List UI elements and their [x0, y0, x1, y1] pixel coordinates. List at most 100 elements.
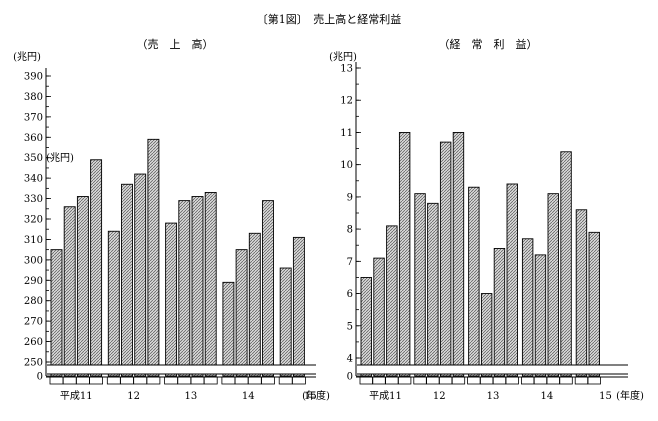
- bar: [121, 183, 133, 377]
- x-year-label: 平成11: [60, 390, 93, 402]
- bar: [588, 231, 600, 377]
- quarter-box: [261, 376, 275, 385]
- x-year-label: 15: [304, 391, 317, 402]
- y-tick-label: 310: [24, 235, 43, 246]
- bar: [235, 249, 248, 377]
- bar: [279, 267, 292, 377]
- y-tick-label: 280: [24, 296, 43, 307]
- y-tick-label: 330: [24, 194, 43, 205]
- y-tick-label: 4: [347, 354, 353, 365]
- bar: [575, 209, 588, 377]
- y-tick-label: 9: [347, 192, 353, 203]
- quarter-box: [62, 376, 77, 385]
- bar: [427, 202, 439, 377]
- bar: [547, 193, 559, 377]
- y-tick-label: 340: [24, 174, 43, 185]
- quarter-box: [133, 376, 148, 385]
- quarter-box: [177, 376, 192, 385]
- quarter-box: [451, 376, 466, 385]
- y-tick-label: 390: [24, 72, 43, 83]
- bar: [398, 131, 411, 377]
- y-tick-label: 370: [24, 112, 43, 123]
- quarter-box: [492, 376, 507, 385]
- y-tick-label: 350: [24, 153, 43, 164]
- bar: [468, 186, 480, 377]
- x-year-label: 12: [433, 391, 446, 402]
- bar: [452, 131, 465, 377]
- quarter-box: [120, 376, 134, 385]
- bar: [178, 200, 191, 377]
- chart-ordinary-profit: （経 常 利 益） (兆円) (年度) 0 4 5 6 7 8 9 10 11 12 13 平成11 1…: [329, 37, 644, 402]
- quarter-box: [247, 376, 262, 385]
- quarter-box: [521, 376, 535, 385]
- quarter-box: [505, 376, 519, 385]
- y-tick-label: 5: [347, 321, 353, 332]
- chart-sales: （売 上 高） (兆円) (兆円) (年度) 0 250 260 270 280 290 3…: [13, 37, 330, 402]
- y-unit-label: (兆円): [329, 51, 357, 63]
- quarter-box: [164, 376, 179, 385]
- x-year-label: 13: [185, 391, 198, 402]
- y-tick-label: 8: [347, 225, 353, 236]
- quarter-box: [438, 376, 453, 385]
- bar: [373, 257, 385, 377]
- quarter-box: [546, 376, 560, 385]
- quarter-box: [479, 376, 494, 385]
- y-tick-label: 10: [340, 160, 353, 171]
- quarter-box: [426, 376, 440, 385]
- quarter-box: [278, 376, 293, 385]
- y-unit-label-inside: (兆円): [46, 152, 74, 164]
- bar: [191, 196, 204, 377]
- x-year-label: 14: [540, 391, 553, 402]
- bar: [204, 191, 217, 377]
- bar: [506, 183, 518, 377]
- bar: [90, 159, 103, 377]
- x-unit-label: (年度): [302, 389, 330, 402]
- bar: [76, 196, 89, 377]
- quarter-box: [291, 376, 306, 385]
- y-tick-label: 290: [24, 276, 43, 287]
- quarter-box: [385, 376, 399, 385]
- quarter-box: [559, 376, 573, 385]
- x-year-label: 12: [127, 391, 140, 402]
- quarter-box: [76, 376, 90, 385]
- quarter-box: [467, 376, 481, 385]
- x-year-label: 13: [487, 391, 500, 402]
- y-tick-label: 360: [24, 133, 43, 144]
- bar: [534, 254, 547, 377]
- bar: [134, 173, 147, 377]
- bar: [262, 200, 274, 377]
- quarter-box: [106, 376, 121, 385]
- bar: [560, 151, 572, 377]
- bar: [50, 249, 63, 377]
- quarter-box: [146, 376, 161, 385]
- y-tick-label: 260: [24, 337, 43, 348]
- bar: [147, 138, 160, 377]
- bar: [521, 238, 534, 377]
- y-tick-label: 11: [340, 128, 353, 139]
- bar: [165, 222, 178, 377]
- quarter-box: [533, 376, 548, 385]
- y-tick-label: 6: [347, 289, 353, 300]
- y-tick-label: 300: [24, 255, 43, 266]
- quarter-box: [49, 376, 64, 385]
- y-tick-label: 13: [340, 64, 353, 75]
- quarter-box: [190, 376, 205, 385]
- quarter-box: [234, 376, 249, 385]
- bar: [63, 206, 76, 377]
- y-tick-label: 12: [340, 96, 353, 107]
- y-tick-label: 7: [347, 257, 353, 268]
- bar: [107, 230, 120, 377]
- quarter-box: [413, 376, 427, 385]
- x-year-label: 15: [599, 391, 612, 402]
- axis-break-band: [357, 365, 628, 374]
- quarter-box: [89, 376, 103, 385]
- y-tick-label: 0: [37, 372, 43, 383]
- bar: [222, 281, 235, 377]
- quarter-box: [574, 376, 589, 385]
- quarter-box: [203, 376, 218, 385]
- y-tick-label: 380: [24, 92, 43, 103]
- chart-title: （経 常 利 益）: [439, 37, 538, 51]
- y-tick-label: 0: [347, 372, 353, 383]
